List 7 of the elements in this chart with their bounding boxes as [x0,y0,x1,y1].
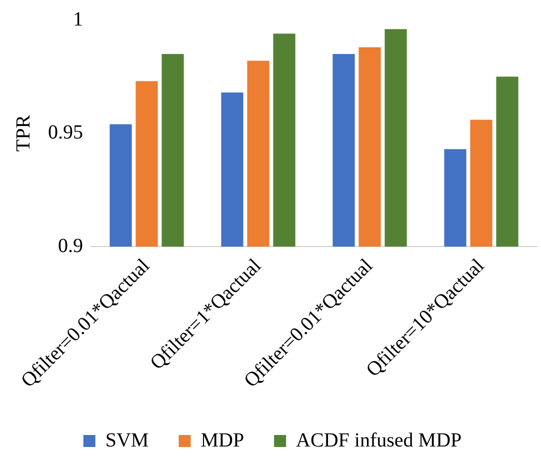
y-tick-label: 0.9 [58,234,83,257]
y-tick-label: 0.95 [48,122,83,144]
legend-label: SVM [105,429,149,452]
y-axis-title: TPR [12,114,34,152]
legend-label: MDP [200,429,244,452]
y-tick-label: 1 [73,8,83,30]
legend-label: ACDF infused MDP [296,429,462,452]
